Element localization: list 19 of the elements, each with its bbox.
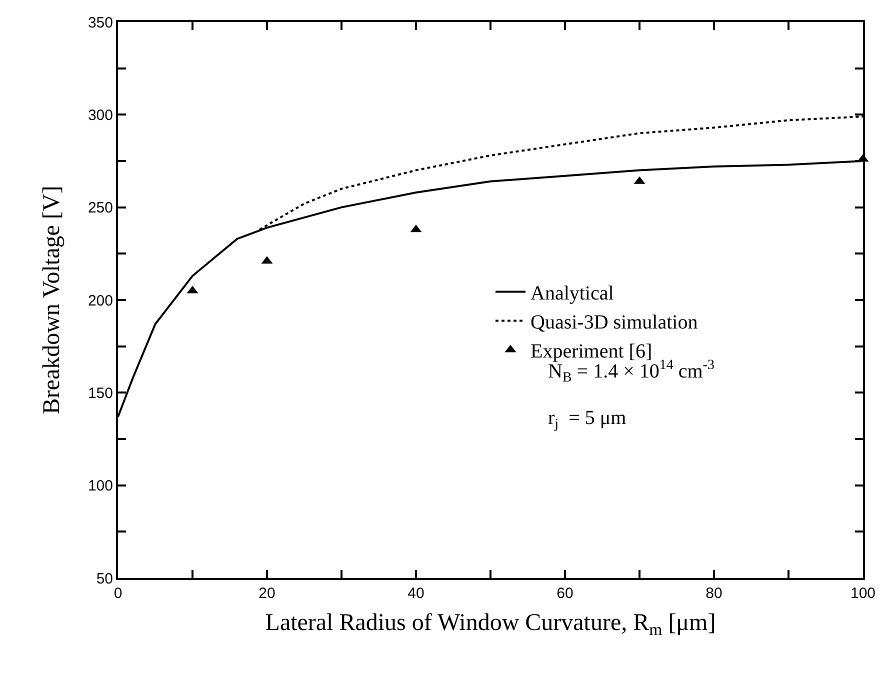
y-tick-label: 300 bbox=[88, 106, 113, 124]
x-tick-label: 40 bbox=[408, 585, 424, 602]
y-tick-label: 200 bbox=[88, 292, 113, 310]
x-tick-label: 80 bbox=[706, 585, 722, 602]
y-tick-label: 100 bbox=[88, 478, 113, 495]
x-tick-label: 20 bbox=[258, 585, 276, 602]
y-tick-label: 150 bbox=[88, 384, 113, 402]
x-axis-title: Lateral Radius of Window Curvature, R$_{m}$ [μm] bbox=[265, 610, 716, 639]
annotation: r$_{j}$ = 5 μm bbox=[548, 407, 627, 432]
legend-label: Experiment [6] bbox=[530, 340, 652, 362]
x-tick-label: 60 bbox=[556, 585, 574, 602]
legend-label: Quasi-3D simulation bbox=[530, 312, 698, 334]
y-tick-label: 350 bbox=[88, 14, 113, 32]
y-axis-title: Breakdown Voltage [V] bbox=[39, 186, 65, 414]
x-tick-label: 0 bbox=[114, 585, 122, 602]
y-tick-label: 50 bbox=[96, 570, 113, 588]
legend-label: Analytical bbox=[530, 282, 614, 304]
x-tick-label: 100 bbox=[850, 585, 876, 602]
y-tick-label: 250 bbox=[88, 200, 113, 217]
